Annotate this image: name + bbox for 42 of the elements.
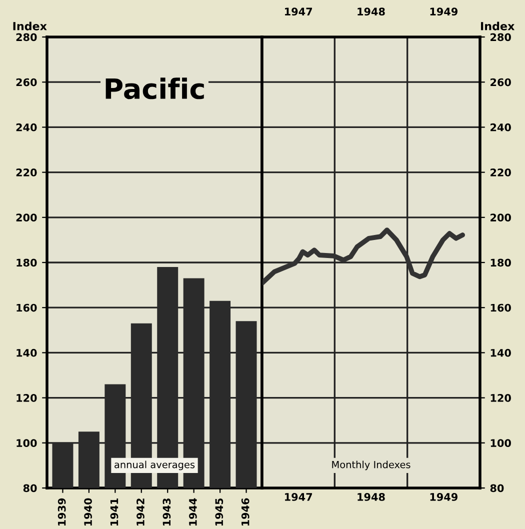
x2-tick-label: 1949 — [430, 8, 458, 16]
y-tick-label: 140 — [16, 348, 37, 357]
x-tick-label: 1947 — [285, 493, 312, 501]
x-tick-label: 1943 — [162, 498, 171, 526]
y2-axis-title: Index — [481, 22, 515, 30]
y-tick-label: 280 — [16, 33, 37, 42]
x-tick-label: 1941 — [110, 498, 118, 526]
x-tick-label: 1942 — [136, 498, 144, 526]
y2-tick-label: 80 — [490, 484, 504, 492]
y2-tick-label: 100 — [490, 439, 511, 448]
annotation: annual averages — [114, 460, 195, 470]
line-series — [262, 228, 465, 286]
y2-tick-label: 240 — [490, 123, 511, 132]
y2-tick-label: 220 — [490, 168, 511, 176]
y-tick-label: 100 — [16, 439, 37, 448]
x-tick-label: 1949 — [430, 493, 458, 501]
y2-tick-label: 180 — [490, 258, 511, 267]
y2-tick-label: 120 — [490, 394, 511, 402]
x-tick-label: 1940 — [84, 498, 92, 526]
x2-tick-label: 1947 — [285, 8, 312, 16]
x-tick-label: 1939 — [58, 498, 66, 526]
y-tick-label: 260 — [16, 78, 37, 86]
x-tick-label: 1948 — [358, 493, 385, 501]
y2-tick-label: 200 — [490, 214, 511, 222]
y-tick-label: 200 — [16, 214, 37, 222]
y2-tick-label: 140 — [490, 348, 511, 357]
y-tick-label: 240 — [16, 123, 37, 132]
x-tick-label: 1946 — [241, 498, 250, 526]
y2-tick-label: 160 — [490, 304, 511, 312]
x-tick-label: 1945 — [215, 498, 224, 526]
y2-tick-label: 260 — [490, 78, 511, 86]
y-tick-label: 160 — [16, 304, 37, 312]
y-tick-label: 80 — [23, 484, 37, 492]
annotation: Monthly Indexes — [332, 460, 410, 470]
y-tick-label: 180 — [16, 258, 37, 267]
text: Pacific — [106, 78, 204, 100]
x2-tick-label: 1948 — [358, 8, 385, 16]
y2-tick-label: 280 — [490, 33, 511, 42]
y-tick-label: 220 — [16, 168, 37, 176]
x-tick-label: 1944 — [188, 498, 197, 526]
y-axis-title: Index — [13, 22, 47, 30]
y-tick-label: 120 — [16, 394, 37, 402]
